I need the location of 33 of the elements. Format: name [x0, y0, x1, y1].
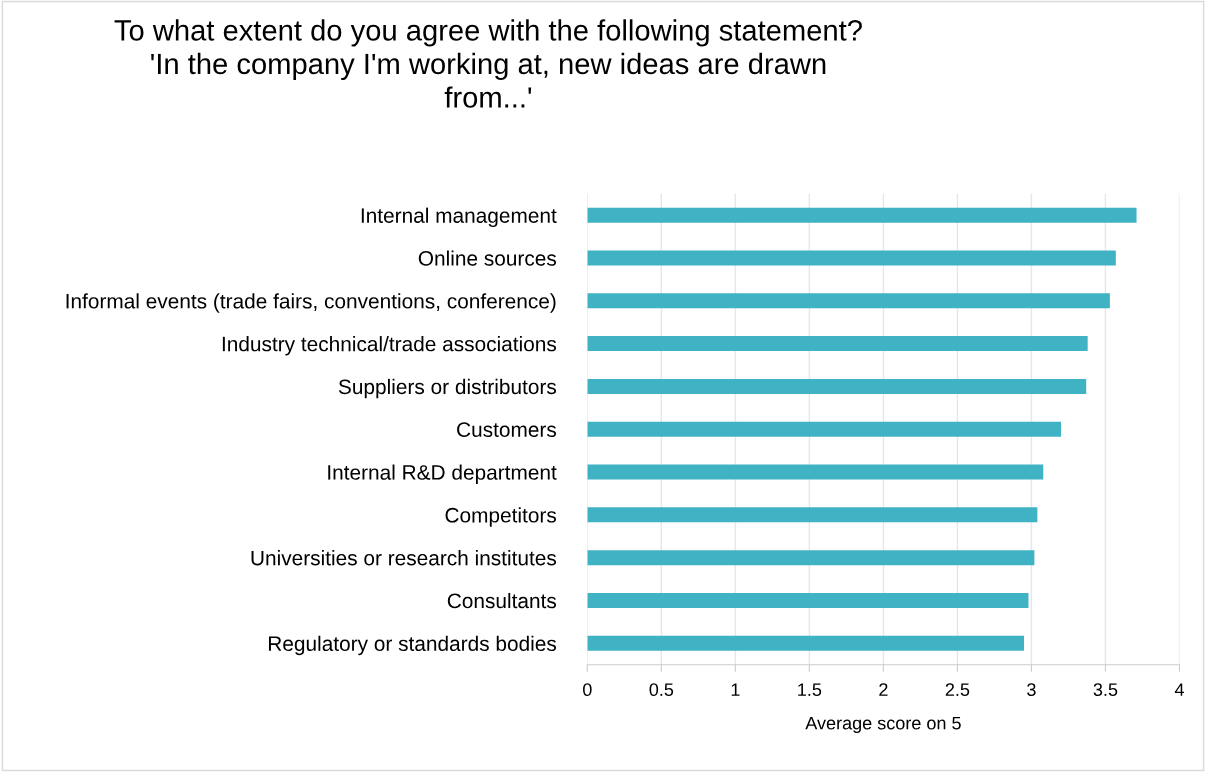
x-tick-label: 3	[1027, 683, 1036, 697]
x-tick-label: 1	[731, 683, 740, 696]
y-tick-label: Customers	[457, 422, 557, 437]
x-tick-label: 0.5	[649, 683, 674, 697]
y-tick-label: Industry technical/trade associations	[222, 336, 557, 356]
bar	[587, 592, 1029, 608]
x-tick-label: 3.5	[1093, 683, 1118, 697]
x-tick-label: 1.5	[798, 683, 822, 697]
bar	[587, 464, 1044, 480]
bar	[587, 293, 1110, 309]
bar	[587, 550, 1035, 566]
y-tick-label: Online sources	[418, 250, 557, 266]
y-tick-label: Universities or research institutes	[251, 550, 557, 566]
bar	[587, 378, 1087, 394]
y-tick-label: Internal management	[361, 207, 557, 228]
bar	[587, 336, 1088, 352]
x-axis-title: Average score on 5	[805, 716, 961, 734]
y-tick-label: Competitors	[445, 507, 557, 527]
bar	[587, 507, 1038, 523]
y-tick-label: Internal R&D department	[328, 464, 557, 484]
chart-title: To what extent do you agree with the following statement? 'In the company I'm working at, new ideas are drawn from...'	[114, 19, 862, 108]
bar	[587, 250, 1116, 266]
bar	[587, 207, 1137, 223]
y-tick-label: Suppliers or distributors	[338, 378, 557, 399]
x-tick-label: 4	[1174, 683, 1184, 696]
x-tick-label: 2	[879, 683, 888, 696]
bar	[587, 421, 1062, 437]
x-tick-label: 2.5	[945, 683, 970, 697]
x-tick-label: 0	[583, 683, 592, 697]
y-tick-label: Informal events (trade fairs, conventions, conference)	[66, 293, 556, 313]
y-tick-label: Consultants	[447, 592, 557, 609]
y-tick-label: Regulatory or standards bodies	[268, 635, 557, 656]
bar	[587, 635, 1025, 651]
